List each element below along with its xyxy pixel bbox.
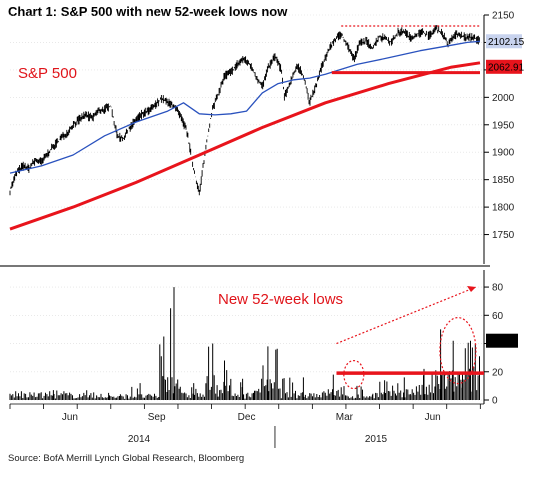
ma-long-value-box [486,59,522,74]
moving-average-long [9,61,481,231]
y-tick-label: 20 [492,367,504,378]
y-tick-label: 80 [492,283,504,294]
ma-long-value-text: 2062.91 [488,62,525,73]
price-panel: 175018001850190019502000205021002150S&P … [9,11,525,241]
x-axis: Jun Sep Dec Mar Jun 2014 2015 [9,403,484,448]
lows-value-text: 42.00 [488,336,513,347]
y-tick-label: 1950 [492,120,515,131]
highlight-circle [343,359,365,390]
y-tick-label: 1850 [492,175,515,186]
gridlines-layer [10,14,484,401]
price-value-text: 2102.15 [488,37,525,48]
lows-bars [9,287,480,400]
x-tick-label: Mar [336,412,354,423]
year-label: 2015 [365,434,388,445]
y-tick-label: 2150 [492,11,515,22]
y-tick-label: 1750 [492,230,515,241]
y-tick-label: 1900 [492,148,515,159]
sp500-label: S&P 500 [18,65,77,82]
moving-average-short [9,40,481,174]
highlight-circle [439,316,477,385]
trend-arrow-head [467,286,476,293]
lows-label: New 52-week lows [218,291,343,308]
price-value-box [486,34,522,49]
y-tick-label: 0 [492,396,498,407]
x-tick-label: Jun [425,412,441,423]
year-label: 2014 [128,434,151,445]
y-tick-label: 60 [492,311,504,322]
y-tick-label: 1800 [492,203,515,214]
y-tick-label: 2000 [492,93,515,104]
x-tick-label: Jun [62,412,78,423]
price-series [9,25,480,196]
source-note: Source: BofA Merrill Lynch Global Resear… [8,453,245,464]
x-tick-label: Sep [148,412,166,423]
x-tick-label: Dec [238,412,256,423]
lows-value-box [486,333,518,348]
trend-arrow [336,286,477,345]
